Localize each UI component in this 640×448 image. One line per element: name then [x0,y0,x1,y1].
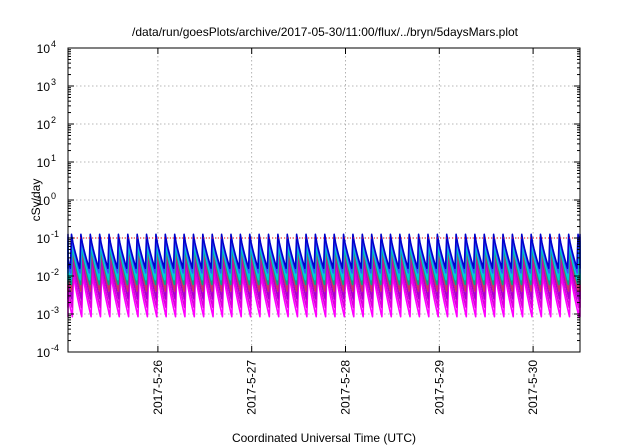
series-layer [67,233,581,318]
x-tick-label: 2017-5-26 [151,360,165,415]
y-tick-exponent: -4 [51,343,59,353]
x-tick-label: 2017-5-27 [245,360,259,415]
y-tick-exponent: 0 [51,191,56,201]
y-tick-label: 10 [37,118,51,132]
x-axis-label: Coordinated Universal Time (UTC) [232,431,416,445]
x-ticks: 2017-5-26 2017-5-27 2017-5-28 2017-5-29 2017… [151,48,540,415]
y-tick-label: 10 [37,194,51,208]
y-tick-label: 10 [37,42,51,56]
y-tick-label: 10 [37,346,51,360]
y-tick-label: 10 [37,156,51,170]
x-tick-label: 2017-5-30 [526,360,540,415]
y-tick-exponent: -1 [51,229,59,239]
y-tick-exponent: -2 [51,267,59,277]
y-tick-exponent: -3 [51,305,59,315]
chart-title: /data/run/goesPlots/archive/2017-05-30/1… [132,25,519,39]
x-tick-label: 2017-5-29 [432,360,446,415]
y-tick-exponent: 4 [51,39,56,49]
y-tick-label: 10 [37,232,51,246]
y-tick-label: 10 [37,270,51,284]
y-tick-label: 10 [37,308,51,322]
x-tick-label: 2017-5-28 [338,360,352,415]
series-line [67,233,581,270]
y-tick-exponent: 3 [51,77,56,87]
y-axis-label: cSv/day [29,179,43,222]
y-tick-exponent: 2 [51,115,56,125]
y-tick-label: 10 [37,80,51,94]
y-tick-exponent: 1 [51,153,56,163]
series-line [67,272,581,318]
plot-frame [67,47,581,353]
